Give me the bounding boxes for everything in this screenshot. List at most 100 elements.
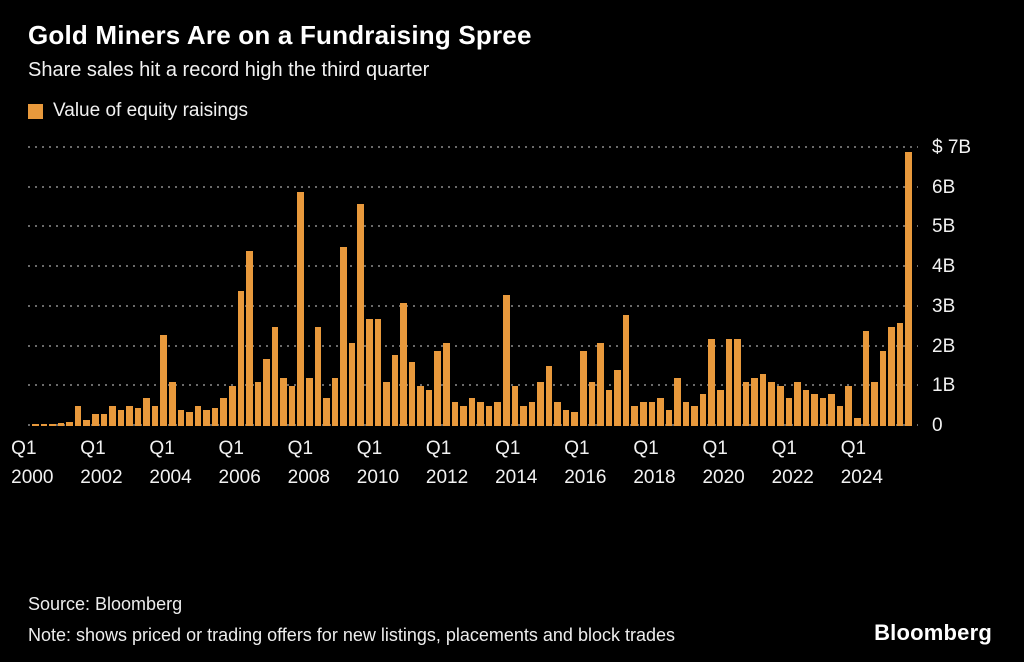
bar	[485, 406, 493, 426]
bar	[271, 326, 279, 426]
gridline	[28, 265, 918, 268]
bars-container	[32, 148, 912, 426]
x-tick-label: Q1 2022	[771, 438, 814, 489]
bar	[160, 334, 167, 426]
bloomberg-logo: Bloomberg	[874, 620, 992, 645]
bar	[177, 410, 185, 426]
bar	[57, 422, 65, 426]
bar	[331, 378, 339, 426]
gridline	[28, 304, 918, 307]
bar	[537, 382, 544, 426]
bar	[588, 382, 596, 426]
bar	[408, 362, 416, 426]
bar	[74, 406, 82, 426]
bar	[520, 406, 527, 426]
gridline	[28, 146, 918, 148]
bar	[263, 358, 270, 426]
bar	[648, 402, 656, 426]
x-tick-label: Q1 2010	[356, 438, 400, 489]
bar	[151, 406, 159, 426]
x-tick-label: Q1 2016	[564, 438, 607, 489]
bar	[776, 386, 784, 426]
bar	[83, 420, 90, 426]
bar	[417, 386, 424, 426]
bar	[759, 374, 767, 426]
y-axis: $ 7B 6B 5B 4B 3B 2B 1B 0	[918, 137, 996, 436]
gridline	[28, 384, 918, 387]
bar	[280, 378, 287, 426]
note-text: Note: shows priced or trading offers for…	[28, 624, 675, 645]
bar	[40, 424, 48, 426]
page-subtitle: Share sales hit a record high the third …	[28, 59, 430, 81]
bar	[682, 402, 690, 426]
bar	[211, 408, 219, 426]
bar	[819, 398, 827, 426]
bar	[306, 378, 313, 426]
y-tick-label: 2B	[932, 335, 956, 357]
bar	[186, 412, 193, 426]
bar	[66, 422, 73, 426]
bar	[665, 410, 673, 426]
bar	[794, 382, 801, 426]
bar	[657, 398, 664, 426]
x-tick-label: Q1 2006	[218, 438, 261, 489]
bar	[391, 354, 399, 426]
x-tick-label: Q1 2024	[840, 438, 883, 489]
bar	[742, 382, 750, 426]
bar-chart: $ 7B 6B 5B 4B 3B 2B 1B 0	[28, 137, 996, 436]
x-tick-label: Q1 2000	[11, 438, 54, 489]
bar	[768, 382, 775, 426]
bar	[631, 406, 638, 426]
bar	[246, 251, 253, 426]
y-tick-label: $ 7B	[932, 137, 972, 158]
bar	[477, 402, 484, 426]
x-axis: Q1 2000 Q1 2002 Q1 2004 Q1 2006 Q1 2008 Q1 2010 Q1 20…	[11, 434, 918, 498]
bar	[383, 382, 390, 426]
x-tick-label: Q1 2008	[287, 438, 330, 489]
bar	[288, 386, 296, 426]
bar	[871, 382, 878, 426]
source-text: Source: Bloomberg	[28, 593, 183, 614]
bar	[169, 382, 176, 426]
bar	[357, 203, 364, 426]
x-tick-label: Q1 2018	[633, 438, 676, 489]
bar	[203, 410, 210, 426]
x-tick-label: Q1 2020	[702, 438, 745, 489]
bar	[254, 382, 262, 426]
bar	[802, 390, 810, 426]
bar	[597, 342, 604, 426]
bar	[639, 402, 647, 426]
bar	[836, 406, 844, 426]
bar	[545, 366, 553, 426]
bar	[905, 151, 912, 426]
bar	[400, 302, 407, 426]
bar	[554, 402, 561, 426]
bar	[126, 406, 133, 426]
x-tick-label: Q1 2014	[495, 438, 538, 489]
bar	[134, 408, 142, 426]
plot-area	[28, 146, 918, 426]
bar	[699, 394, 707, 426]
bar	[845, 386, 852, 426]
x-tick-label: Q1 2002	[80, 438, 123, 489]
bar	[691, 406, 698, 426]
y-tick-label: 1B	[932, 375, 956, 397]
gridline	[28, 344, 918, 347]
bar	[451, 402, 459, 426]
bar	[32, 424, 39, 426]
bar	[443, 342, 450, 426]
page-title: Gold Miners Are on a Fundraising Spree	[28, 20, 532, 50]
bar	[571, 412, 578, 426]
bar	[674, 378, 681, 426]
bar	[117, 410, 125, 426]
legend: Value of equity raisings	[28, 100, 996, 122]
legend-swatch-icon	[28, 103, 43, 119]
bar	[314, 326, 322, 426]
bar	[879, 350, 887, 426]
y-tick-label: 5B	[932, 216, 956, 238]
bar	[425, 390, 433, 426]
bar	[785, 398, 793, 426]
bar	[340, 247, 347, 426]
bar	[100, 414, 108, 426]
bar	[109, 406, 116, 426]
